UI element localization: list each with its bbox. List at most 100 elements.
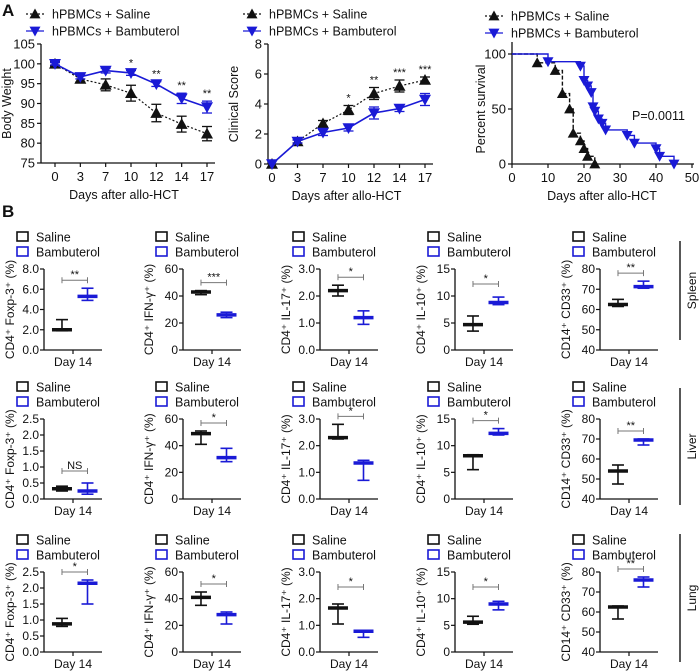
legend-label: hPBMCs + Saline <box>511 10 609 24</box>
y-tick-label: 5 <box>443 465 450 479</box>
y-tick-label: 2.0 <box>22 428 39 442</box>
data-point-saline <box>419 74 431 85</box>
legend-label: hPBMCs + Bambuterol <box>52 25 179 39</box>
y-tick-label: 80 <box>582 565 596 579</box>
y-tick-label: 70 <box>582 432 596 446</box>
organ-label: Liver <box>685 433 699 459</box>
y-axis-label: Percent survival <box>474 65 488 154</box>
x-tick-label: 7 <box>102 169 109 184</box>
x-tick-label: 3 <box>294 170 301 185</box>
data-point-bambuterol <box>600 125 612 136</box>
x-axis-label: Day 14 <box>610 657 648 671</box>
y-tick-label: 60 <box>165 262 179 276</box>
legend-swatch-icon <box>292 534 305 545</box>
panel-label-a: A <box>2 1 14 20</box>
legend-label: Saline <box>447 381 482 395</box>
data-point-bambuterol <box>585 88 597 98</box>
triangle-up-icon <box>246 8 258 19</box>
y-tick-label: 0.0 <box>22 343 39 357</box>
legend-swatch-icon <box>572 231 585 242</box>
legend-swatch-icon <box>427 549 440 560</box>
significance-mark: * <box>349 405 354 417</box>
data-point-bambuterol <box>175 93 188 105</box>
y-tick-label: 80 <box>582 412 596 426</box>
data-point-bambuterol <box>266 159 278 170</box>
significance-mark: * <box>484 410 489 422</box>
triangle-down-icon <box>488 28 500 39</box>
legend-swatch-icon <box>16 549 29 560</box>
y-axis-label: CD4⁺ IL-17⁺ (%) <box>279 414 293 503</box>
x-axis-label: Day 14 <box>465 355 503 369</box>
y-axis-label: CD4⁺ IL-17⁺ (%) <box>279 265 293 354</box>
data-point-bambuterol <box>574 61 586 72</box>
y-tick-label: 100 <box>13 56 35 71</box>
x-axis-label: Day 14 <box>193 657 231 671</box>
legend-label: Saline <box>592 381 627 395</box>
legend-swatch-icon <box>292 549 305 560</box>
x-tick-label: 20 <box>577 170 591 185</box>
y-tick-label: 50 <box>492 102 506 117</box>
legend-label: Bambuterol <box>36 246 100 260</box>
y-tick-label: 0.0 <box>298 343 315 357</box>
data-point-saline <box>564 103 576 114</box>
y-tick-label: 20 <box>165 465 179 479</box>
significance-mark: * <box>484 576 489 588</box>
legend-swatch-icon <box>16 396 29 407</box>
significance-mark: ** <box>626 558 635 570</box>
data-point-saline <box>549 65 561 75</box>
y-tick-label: 0.0 <box>22 645 39 659</box>
y-tick-label: 105 <box>13 37 35 52</box>
legend-label: Bambuterol <box>312 549 376 563</box>
y-tick-label: 8.0 <box>22 262 39 276</box>
data-point-bambuterol <box>201 102 213 114</box>
x-tick-label: 14 <box>392 170 406 185</box>
x-tick-label: 7 <box>319 170 326 185</box>
legend-label: Bambuterol <box>592 396 656 410</box>
line-chart-1: hPBMCs + Saline hPBMCs + Bambuterol 0 2 4 6 8 0… <box>227 8 433 203</box>
significance-mark: * <box>212 573 217 585</box>
y-tick-label: 8 <box>255 37 262 52</box>
y-tick-label: 40 <box>582 343 596 357</box>
x-axis-label: Day 14 <box>54 355 92 369</box>
data-point-bambuterol <box>291 136 304 148</box>
data-point-saline <box>556 88 568 98</box>
y-tick-label: 70 <box>582 282 596 296</box>
significance-mark: * <box>212 412 217 424</box>
x-axis-label: Day 14 <box>465 657 503 671</box>
significance-mark: * <box>129 58 134 70</box>
x-tick-label: 10 <box>124 169 138 184</box>
legend-swatch-icon <box>155 246 168 257</box>
legend-swatch-icon <box>427 381 440 392</box>
legend-swatch-icon <box>16 381 29 392</box>
significance-mark: *** <box>393 67 407 79</box>
significance-mark: ** <box>626 262 635 274</box>
legend-swatch-icon <box>155 534 168 545</box>
y-axis-label: Body Weight <box>0 68 14 139</box>
y-tick-label: 0.5 <box>22 476 39 490</box>
y-axis-label: CD14⁺ CD33⁺ (%) <box>559 562 573 661</box>
data-point-bambuterol <box>628 138 640 149</box>
x-tick-label: 30 <box>613 170 627 185</box>
y-tick-label: 1.0 <box>298 618 315 632</box>
data-point-saline <box>531 57 543 68</box>
survival-curve-1 <box>512 53 675 164</box>
x-axis-label: Day 14 <box>330 504 368 518</box>
y-tick-label: 10 <box>437 289 451 303</box>
data-point-saline <box>317 117 329 129</box>
y-tick-label: 60 <box>582 605 596 619</box>
data-point-bambuterol <box>578 76 590 86</box>
data-point-saline <box>150 107 163 118</box>
y-tick-label: 40 <box>582 492 596 506</box>
y-tick-label: 50 <box>582 472 596 486</box>
legend-swatch-icon <box>427 534 440 545</box>
legend-label: Bambuterol <box>447 396 511 410</box>
data-point-bambuterol <box>368 108 380 119</box>
data-point-bambuterol <box>668 159 680 170</box>
x-tick-label: 40 <box>649 170 663 185</box>
triangle-up-icon <box>29 8 41 19</box>
